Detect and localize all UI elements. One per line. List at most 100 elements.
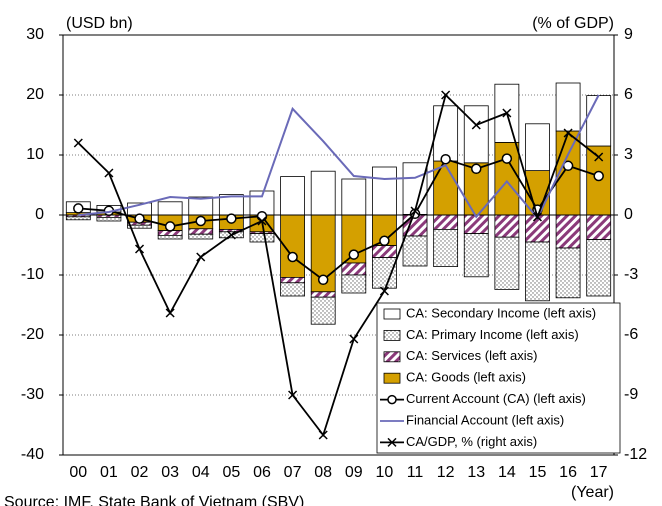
bar-segment xyxy=(96,216,122,222)
marker xyxy=(164,221,176,232)
y-tick-label: 0 xyxy=(35,206,44,223)
y2-tick-label: -12 xyxy=(624,446,647,463)
x-tick-label: 08 xyxy=(314,464,332,481)
y-tick-label: 30 xyxy=(26,26,44,43)
y2-tick-label: 3 xyxy=(624,146,633,163)
bar-segment xyxy=(372,257,397,289)
x-tick-label: 10 xyxy=(376,464,394,481)
legend-label: CA: Goods (left axis) xyxy=(406,370,526,385)
bar-segment xyxy=(280,276,305,284)
bar-segment xyxy=(433,214,459,230)
marker xyxy=(318,430,328,440)
bar-segment xyxy=(310,291,336,298)
marker xyxy=(441,90,451,100)
y2-tick-label: -9 xyxy=(624,386,638,403)
marker xyxy=(226,213,237,224)
marker xyxy=(379,235,390,247)
marker xyxy=(379,286,389,296)
line-series xyxy=(78,94,600,220)
y-axis-label: (USD bn) xyxy=(66,15,133,32)
x-tick-label: 16 xyxy=(559,464,577,481)
marker xyxy=(501,153,513,164)
y2-tick-label: -6 xyxy=(624,326,638,343)
y2-tick-label: 6 xyxy=(624,86,633,103)
marker xyxy=(256,210,268,222)
bar-segment xyxy=(310,170,336,216)
bar-segment xyxy=(372,245,397,259)
legend: CA: Secondary Income (left axis) CA: Prim… xyxy=(376,302,621,454)
x-tick-label: 04 xyxy=(192,464,210,481)
marker xyxy=(257,216,267,226)
marker xyxy=(471,163,482,175)
bar-segment xyxy=(494,236,520,290)
legend-label: Current Account (CA) (left axis) xyxy=(406,391,586,406)
marker xyxy=(73,203,84,214)
bar-segment xyxy=(341,178,367,216)
marker xyxy=(287,251,298,263)
x-tick-label: 13 xyxy=(467,464,485,481)
x-tick-label: 02 xyxy=(131,464,149,481)
y2-axis-label: (% of GDP) xyxy=(532,15,614,32)
x-tick-label: 14 xyxy=(498,464,516,481)
bar-segment xyxy=(157,201,183,216)
x-axis-label: (Year) xyxy=(571,484,614,501)
x-tick-label: 11 xyxy=(407,464,424,481)
x-tick-label: 09 xyxy=(345,464,363,481)
legend-box xyxy=(376,302,621,454)
x-tick-label: 05 xyxy=(222,464,240,481)
marker xyxy=(563,128,573,138)
marker xyxy=(440,153,451,165)
x-tick-label: 07 xyxy=(284,464,302,481)
x-tick-label: 06 xyxy=(253,464,271,481)
marker xyxy=(532,212,543,222)
y-tick-label: 20 xyxy=(26,86,44,103)
x-tick-label: 12 xyxy=(437,464,455,481)
bar-segment xyxy=(280,282,305,297)
line-series xyxy=(78,157,599,281)
legend-swatch xyxy=(383,372,401,384)
legend-label: CA: Primary Income (left axis) xyxy=(406,327,579,342)
bar-segment xyxy=(249,233,275,243)
marker xyxy=(104,168,114,178)
marker xyxy=(594,152,604,162)
marker xyxy=(471,120,481,130)
bar-segment xyxy=(555,82,581,132)
bar-segment xyxy=(157,234,183,240)
legend-swatch xyxy=(383,308,401,320)
bar-segment xyxy=(463,233,489,278)
marker xyxy=(134,213,145,224)
x-tick-label: 15 xyxy=(529,464,547,481)
bar-segment xyxy=(402,235,428,267)
bar-segment xyxy=(341,262,367,276)
marker xyxy=(165,308,175,318)
marker xyxy=(134,244,145,254)
bar-segment xyxy=(433,160,459,216)
bar-segment xyxy=(586,214,612,241)
bar-segment xyxy=(127,224,152,229)
bar-segment xyxy=(555,214,581,249)
marker xyxy=(226,230,236,240)
legend-marker xyxy=(387,437,397,447)
bar-segment xyxy=(402,162,428,215)
x-tick-label: 03 xyxy=(161,464,179,481)
bar-segment xyxy=(65,216,91,221)
legend-label: CA: Secondary Income (left axis) xyxy=(406,305,596,320)
marker xyxy=(502,108,512,118)
y-tick-label: 10 xyxy=(26,146,44,163)
y-tick-label: -30 xyxy=(21,386,44,403)
x-tick-label: 00 xyxy=(69,464,87,481)
source: Source: IMF, State Bank of Vietnam (SBV) xyxy=(4,494,304,506)
marker xyxy=(349,334,359,344)
marker xyxy=(288,390,298,400)
bar-segment xyxy=(494,141,520,216)
marker xyxy=(410,206,420,216)
marker xyxy=(73,138,83,148)
bar-segment xyxy=(372,166,397,216)
bar-segment xyxy=(341,274,367,294)
y-tick-label: -20 xyxy=(21,326,44,343)
bar-segment xyxy=(433,105,459,162)
legend-marker xyxy=(387,394,397,405)
bar-segment xyxy=(555,247,581,299)
marker xyxy=(196,252,206,262)
